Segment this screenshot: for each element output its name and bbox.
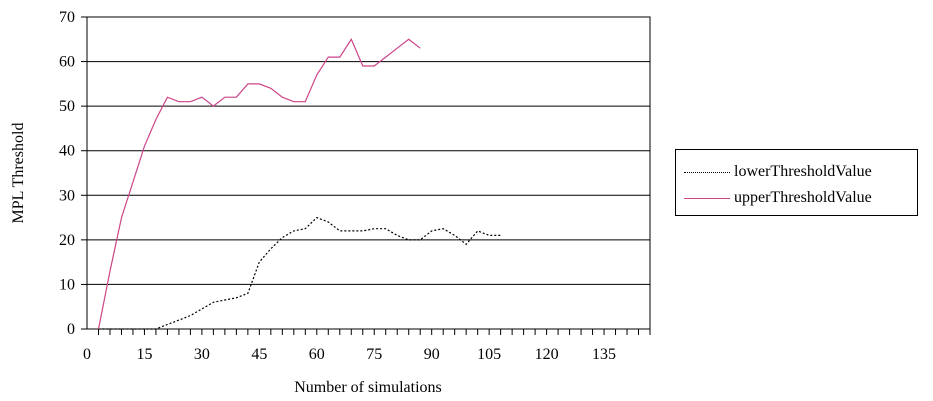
x-tick-label: 105 [477,346,501,363]
legend-label-upper: upperThresholdValue [734,189,872,206]
x-tick-label: 45 [251,346,267,363]
y-axis-label: MPL Threshold [10,123,27,224]
y-tick-label: 20 [59,232,75,249]
series-lines [97,38,501,330]
x-tick-label: 135 [592,346,616,363]
series-line-upperThresholdValue [97,38,421,330]
x-tick-label: 30 [194,346,210,363]
legend-item-upper: upperThresholdValue [684,188,872,208]
legend-swatch-upper [684,197,730,199]
legend-item-lower: lowerThresholdValue [684,162,872,182]
y-tick-label: 50 [59,98,75,115]
y-axis: 0 10 20 30 40 50 60 70 [59,9,87,338]
y-tick-label: 0 [67,321,75,338]
x-tick-label: 90 [424,346,440,363]
legend: lowerThresholdValue upperThresholdValue [675,149,918,216]
y-tick-label: 40 [59,143,75,160]
x-tick-label: 60 [309,346,325,363]
x-tick-label: 120 [535,346,559,363]
y-tick-label: 70 [59,9,75,26]
series-line-lowerThresholdValue [98,216,501,330]
y-tick-label: 30 [59,187,75,204]
y-tick-label: 10 [59,276,75,293]
x-axis-label: Number of simulations [294,379,442,396]
legend-swatch-lower [684,171,730,173]
legend-label-lower: lowerThresholdValue [734,163,872,180]
x-tick-label: 15 [136,346,152,363]
x-tick-label: 75 [366,346,382,363]
plot-area-border [86,16,651,330]
x-tick-label: 0 [83,346,91,363]
gridlines [87,61,650,285]
x-axis: 0 15 30 45 60 75 90 105 120 135 [83,329,651,363]
y-tick-label: 60 [59,54,75,71]
